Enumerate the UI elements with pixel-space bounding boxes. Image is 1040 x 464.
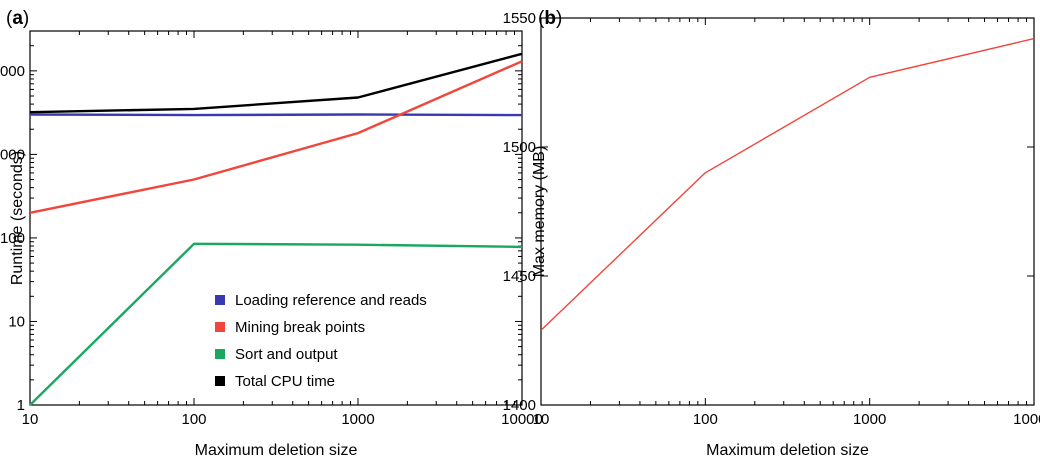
y-tick-label: 10 <box>8 313 25 330</box>
panel-b-plot-frame <box>540 17 1035 406</box>
y-tick-label: 1450 <box>503 268 536 285</box>
panel-b-x-axis-label: Maximum deletion size <box>706 442 869 459</box>
legend-swatch-sort-and-output <box>215 349 225 359</box>
panel-a-plot-frame <box>29 30 523 406</box>
legend-label-mining-break-points: Mining break points <box>235 319 365 336</box>
legend-swatch-total-cpu-time <box>215 376 225 386</box>
panel-a-label: (a) <box>6 8 29 29</box>
x-tick-label: 1000 <box>853 411 886 428</box>
legend-label-total-cpu-time: Total CPU time <box>235 373 335 390</box>
y-tick-label: 1000 <box>0 146 25 163</box>
series-line-mining-break-points <box>29 60 523 214</box>
series-line-loading-reference-and-reads <box>29 113 523 117</box>
series-line-total-cpu-time <box>29 52 523 114</box>
x-tick-label: 10 <box>533 411 550 428</box>
x-tick-label: 100 <box>693 411 718 428</box>
legend-label-loading-reference-and-reads: Loading reference and reads <box>235 292 427 309</box>
legend-swatch-loading-reference-and-reads <box>215 295 225 305</box>
legend-swatch-mining-break-points <box>215 322 225 332</box>
legend-label-sort-and-output: Sort and output <box>235 346 338 363</box>
x-tick-label: 10000 <box>501 411 543 428</box>
x-tick-label: 100 <box>181 411 206 428</box>
series-line-series-0 <box>540 37 1035 331</box>
y-tick-label: 10000 <box>0 63 25 80</box>
y-tick-label: 1400 <box>503 397 536 414</box>
y-tick-label: 1550 <box>503 10 536 27</box>
panel-a-legend: Loading reference and reads Mining break … <box>215 292 427 390</box>
panel-a-x-axis-label: Maximum deletion size <box>195 442 358 459</box>
panel-a-runtime-chart: (a) 10100100010000110100100010000 Loadin… <box>0 8 543 459</box>
y-tick-label: 1 <box>17 397 25 414</box>
y-tick-label: 100 <box>0 230 25 247</box>
series-line-sort-and-output <box>29 242 523 406</box>
y-tick-label: 1500 <box>503 139 536 156</box>
panel-b-memory-chart: (b) 101001000100001400145015001550 Maxim… <box>503 8 1040 459</box>
panel-b-y-axis-label: Max memory (MB) <box>531 146 548 278</box>
x-tick-label: 10 <box>22 411 39 428</box>
x-tick-label: 10000 <box>1013 411 1040 428</box>
x-tick-label: 1000 <box>341 411 374 428</box>
panel-a-y-axis-label: Runtime (seconds) <box>9 151 26 285</box>
